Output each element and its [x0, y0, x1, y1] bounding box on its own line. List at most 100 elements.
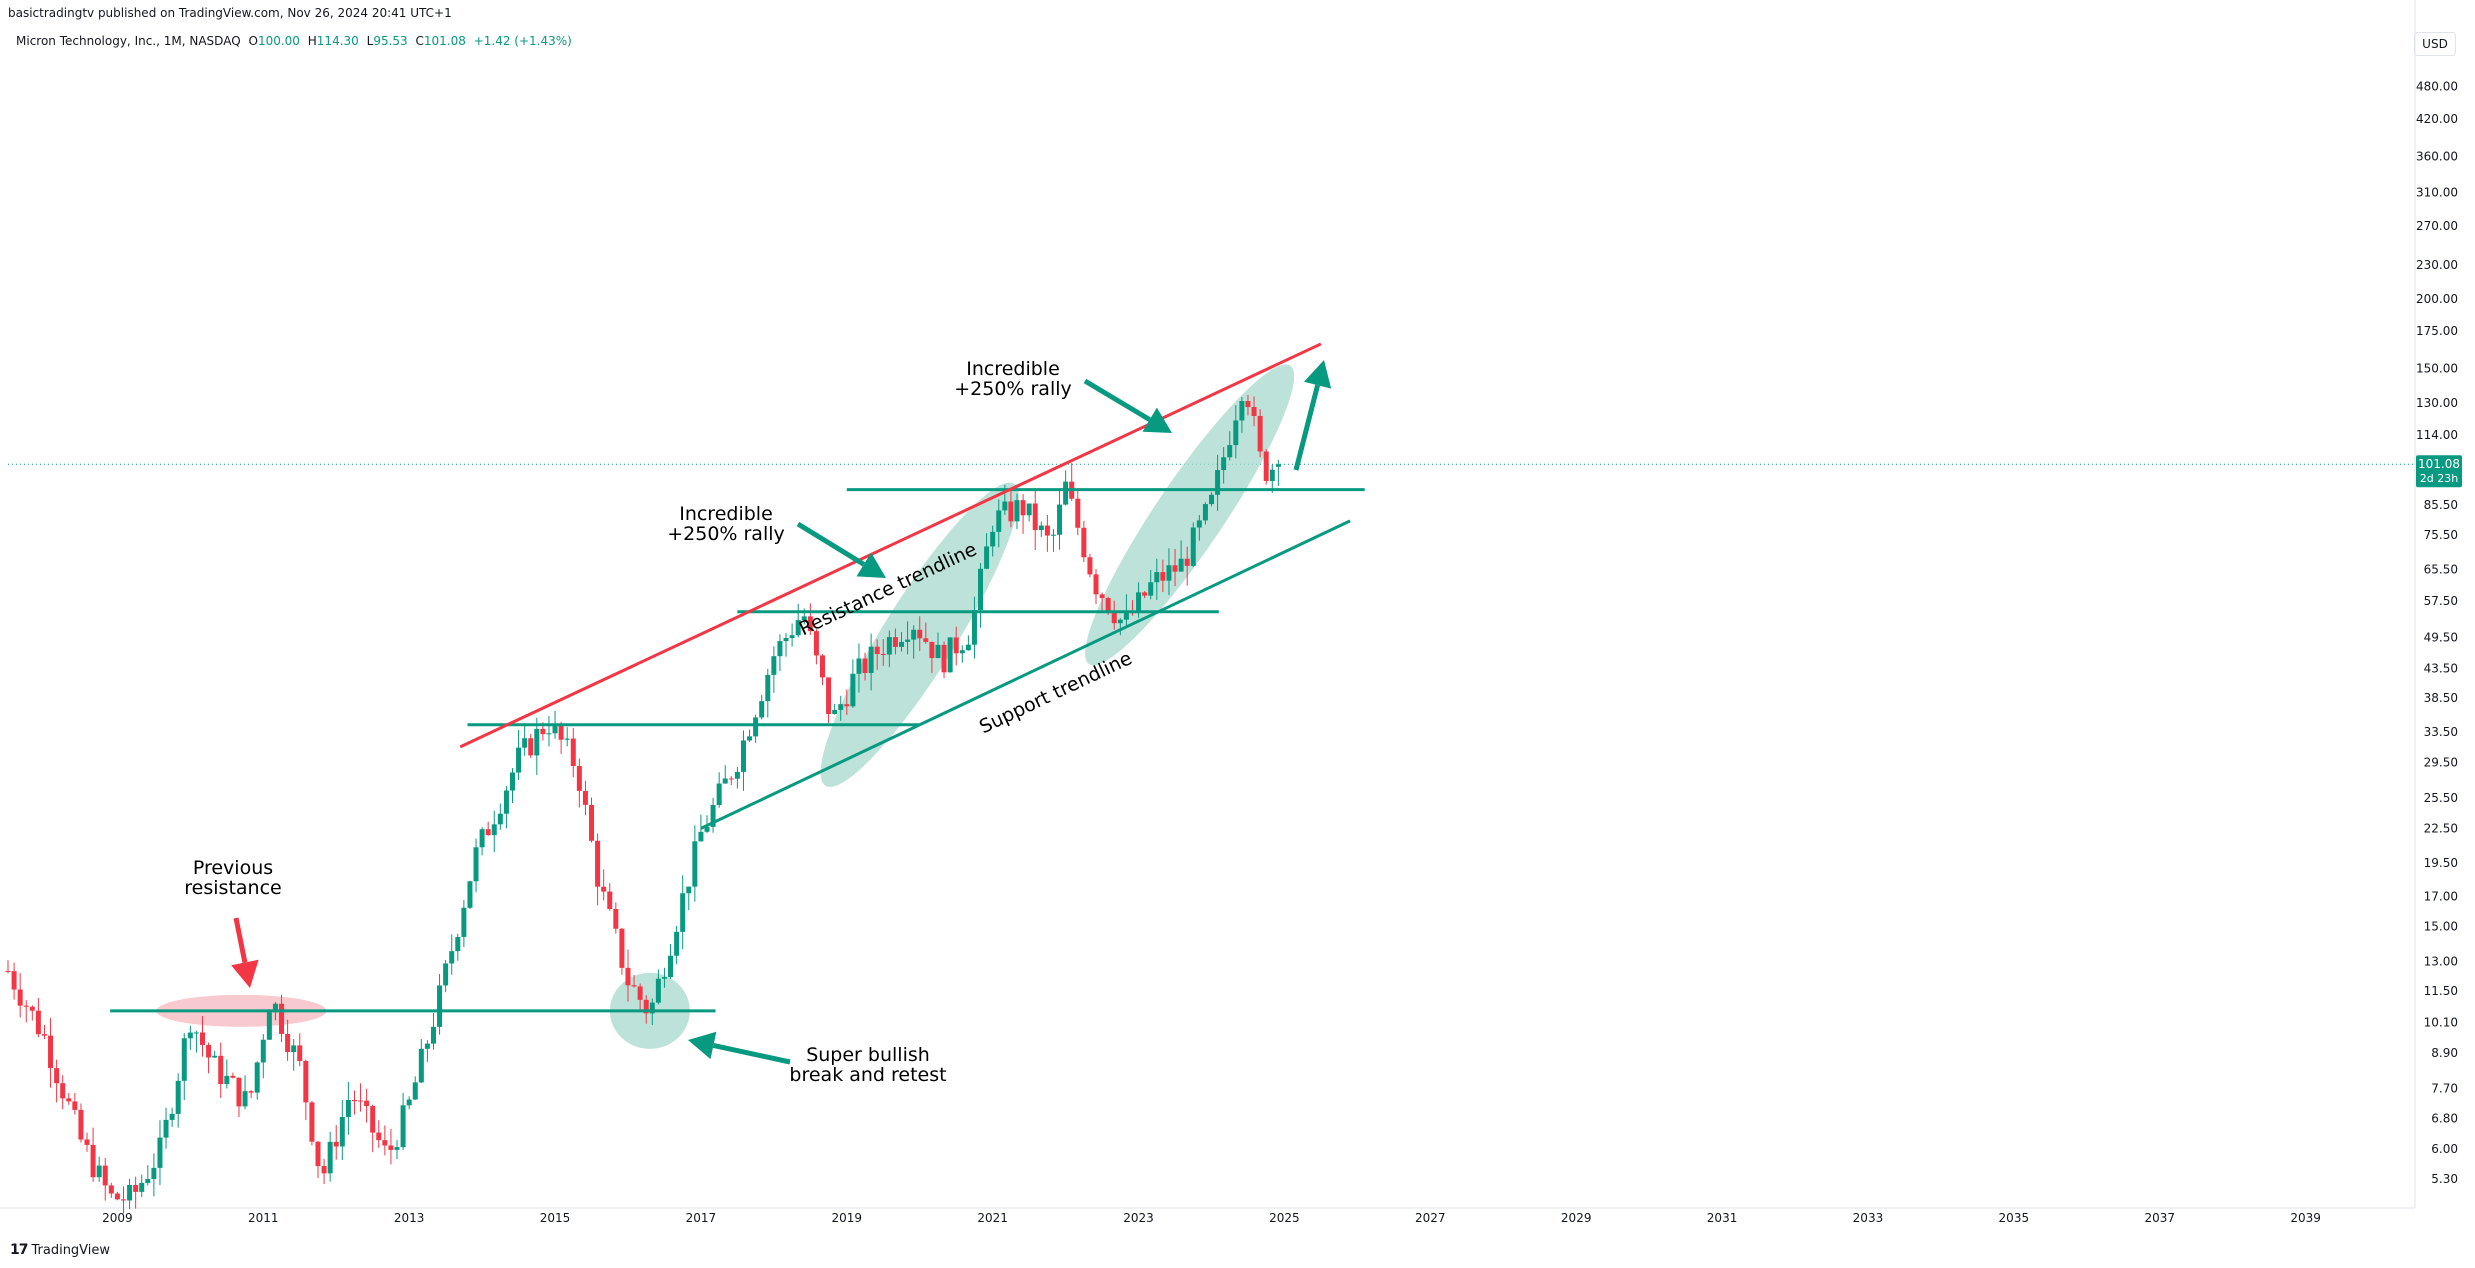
price-tick-label: 17.00 [2424, 889, 2458, 903]
candle [1215, 454, 1221, 511]
low-label: L [366, 34, 374, 48]
candle [1044, 514, 1050, 552]
candle-body [1221, 457, 1227, 471]
candle [546, 716, 552, 747]
candle-body [1227, 445, 1233, 458]
candle [528, 734, 534, 759]
candle-body [291, 1045, 297, 1053]
candle-body [35, 1010, 41, 1035]
candle-body [461, 907, 467, 937]
candle [832, 703, 838, 715]
candle [1026, 503, 1032, 522]
last-price-badge [2416, 455, 2462, 488]
candle-body [102, 1165, 108, 1186]
time-tick-label: 2017 [686, 1211, 717, 1225]
candle-body [911, 629, 917, 640]
candle [297, 1033, 303, 1067]
symbol-name[interactable]: Micron Technology, Inc., 1M, NASDAQ [16, 34, 241, 48]
candle-body [1209, 494, 1214, 505]
price-tick-label: 8.90 [2431, 1046, 2458, 1060]
arrow-head [688, 1031, 717, 1060]
candle [418, 1039, 424, 1084]
candle-body [832, 709, 838, 714]
candle [29, 1005, 35, 1021]
candle [1093, 569, 1099, 604]
candle-body [917, 629, 923, 639]
candle [333, 1125, 339, 1160]
candle-body [783, 638, 789, 642]
candle-body [522, 738, 528, 748]
candle [309, 1101, 315, 1146]
candle [534, 717, 540, 775]
price-tick-label: 57.50 [2424, 594, 2458, 608]
currency-button[interactable]: USD [2414, 32, 2456, 56]
candle [485, 821, 491, 836]
candle-body [740, 740, 746, 772]
time-tick-label: 2035 [1999, 1211, 2030, 1225]
candle [248, 1090, 254, 1099]
candle-body [534, 728, 540, 756]
candle [1172, 548, 1178, 587]
candle [11, 962, 17, 1000]
candle-body [1026, 503, 1032, 516]
candle [607, 883, 613, 911]
candle-body [1081, 527, 1087, 558]
tradingview-logo-icon: 17 [10, 1242, 29, 1258]
candle [48, 1018, 54, 1088]
time-tick-label: 2037 [2144, 1211, 2175, 1225]
candle [668, 943, 674, 980]
candle [1057, 488, 1063, 550]
price-tick-label: 150.00 [2416, 362, 2458, 376]
candle [497, 803, 503, 830]
drawn-lines [110, 342, 1365, 1013]
candle-body [1111, 611, 1117, 624]
candle-body [668, 955, 674, 978]
candle-body [765, 674, 771, 702]
candle [996, 499, 1002, 548]
candle-body [297, 1045, 303, 1062]
candle [303, 1059, 309, 1121]
candle-body [72, 1101, 78, 1110]
price-tick-label: 310.00 [2416, 186, 2458, 200]
candle-body [351, 1099, 357, 1101]
candle-body [947, 637, 953, 673]
candle-body [923, 638, 929, 642]
candle [516, 729, 522, 781]
candle [1069, 463, 1075, 501]
candle-body [1239, 401, 1245, 421]
open-value: 100.00 [257, 34, 300, 48]
candle [935, 632, 941, 659]
candle [1087, 554, 1093, 578]
rally-2-label: Incredible +250% rally [954, 358, 1072, 400]
candle-body [728, 778, 734, 780]
arrow-shaft [712, 1043, 791, 1065]
price-tick-label: 6.00 [2431, 1142, 2458, 1156]
candle-body [364, 1100, 370, 1107]
candle-body [680, 893, 686, 932]
candle-body [516, 747, 522, 773]
candle [145, 1165, 151, 1186]
candle [260, 1034, 266, 1079]
candle-body [218, 1055, 224, 1085]
candle [1227, 431, 1233, 461]
candle [747, 729, 753, 743]
price-tick-label: 175.00 [2416, 324, 2458, 338]
candle-body [266, 1012, 272, 1040]
candle-body [862, 658, 868, 673]
candle-body [990, 531, 996, 547]
candle [1038, 521, 1044, 537]
candle [242, 1075, 248, 1110]
candle-body [1105, 598, 1111, 612]
candle-body [1160, 572, 1166, 581]
candle [674, 925, 680, 965]
candle [17, 973, 23, 1018]
candle [236, 1077, 242, 1118]
candle-body [838, 704, 844, 710]
candle-body [151, 1167, 157, 1180]
candle-body [528, 738, 534, 756]
candle-body [807, 616, 813, 632]
candle [619, 927, 625, 975]
candle [826, 677, 832, 723]
candle-body [309, 1102, 315, 1142]
